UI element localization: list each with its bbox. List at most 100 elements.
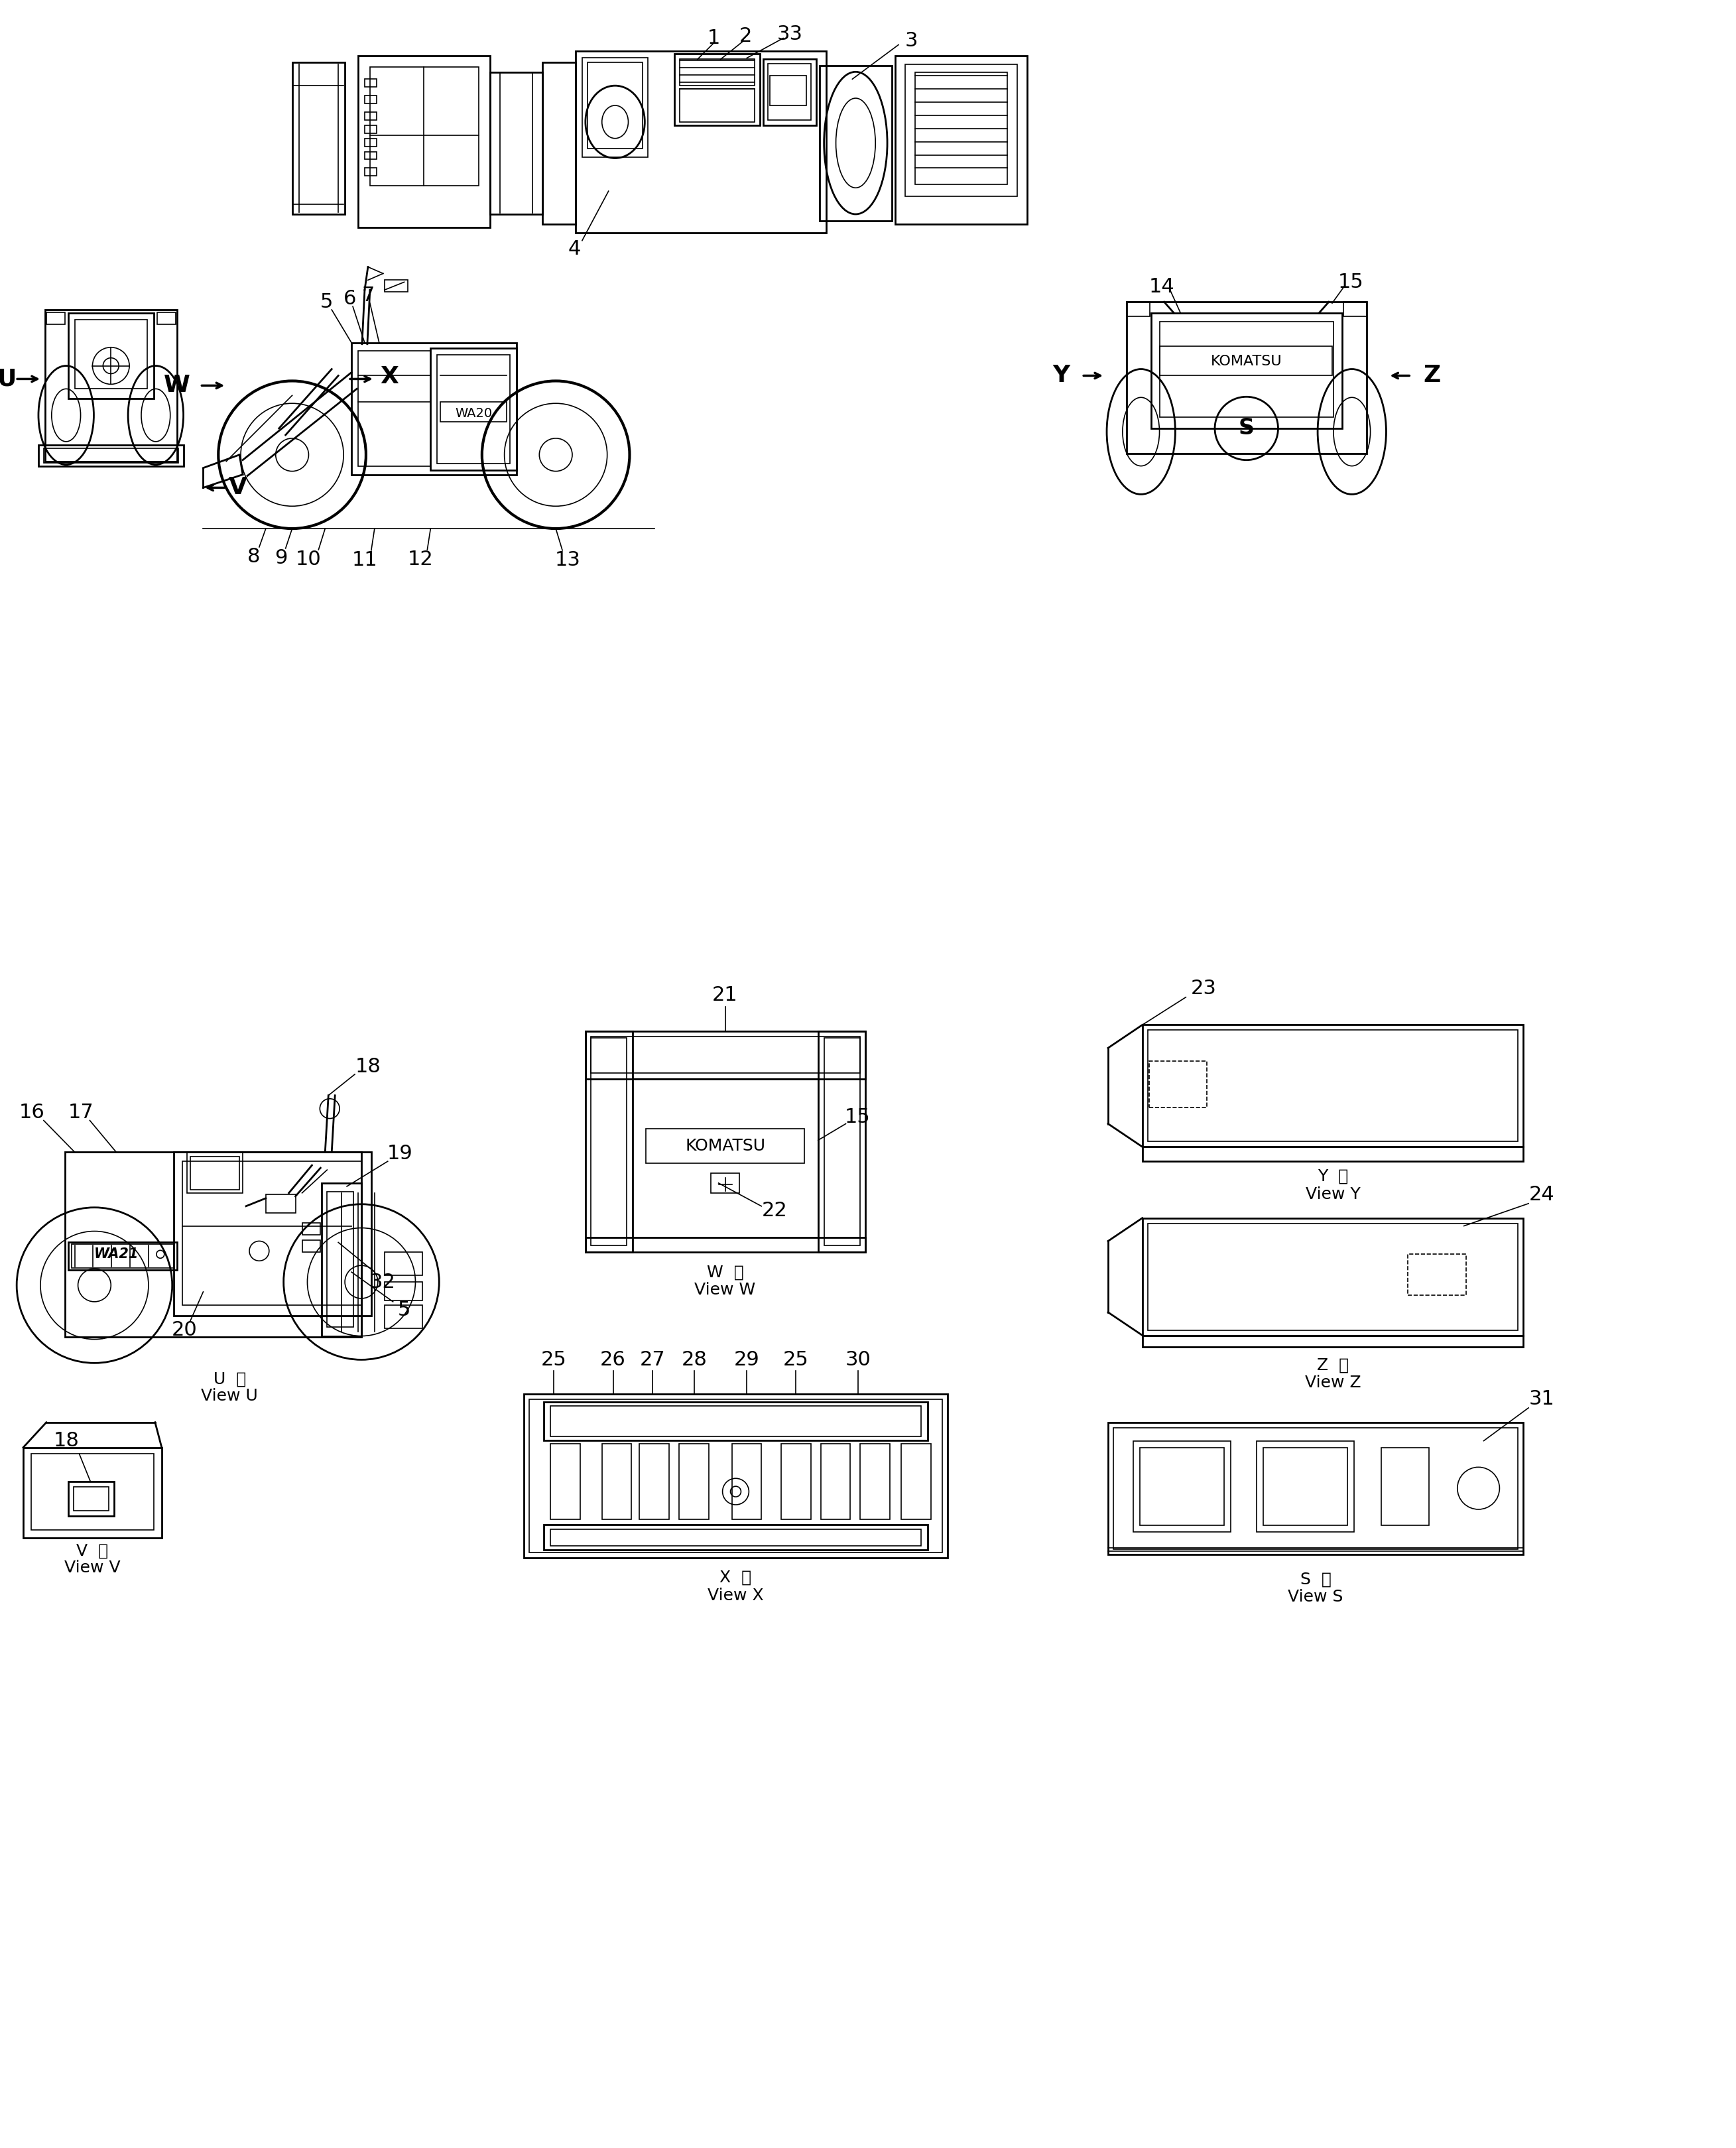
Bar	[73, 1486, 109, 1510]
Bar	[23, 1448, 161, 1538]
Bar	[550, 1529, 920, 1547]
Text: W: W	[163, 374, 189, 397]
Bar	[550, 1443, 580, 1519]
Bar	[1147, 1031, 1517, 1141]
Bar	[585, 1031, 634, 1252]
Text: 19: 19	[387, 1143, 413, 1162]
Bar	[68, 1482, 115, 1516]
Text: 5: 5	[319, 292, 333, 311]
Text: W  視: W 視	[707, 1265, 743, 1280]
Text: Z: Z	[1424, 365, 1441, 387]
Bar	[45, 309, 177, 462]
Text: View U: View U	[201, 1388, 259, 1405]
Text: View Z: View Z	[1305, 1375, 1361, 1390]
Text: 3: 3	[904, 32, 918, 49]
Bar	[1344, 303, 1366, 316]
Text: KOMATSU: KOMATSU	[686, 1138, 766, 1153]
Text: 23: 23	[1191, 979, 1217, 999]
Bar	[351, 344, 516, 475]
Bar	[733, 1443, 762, 1519]
Bar	[1408, 1254, 1465, 1295]
Bar	[1147, 1224, 1517, 1330]
Text: 10: 10	[295, 550, 321, 569]
Text: 25: 25	[783, 1351, 809, 1368]
Bar	[38, 445, 184, 466]
Bar	[64, 1151, 361, 1336]
Text: U: U	[0, 367, 17, 391]
Bar	[441, 402, 507, 421]
Bar	[365, 79, 377, 86]
Bar	[384, 1252, 422, 1276]
Bar	[1160, 322, 1333, 417]
Bar	[187, 1151, 243, 1192]
Bar	[68, 314, 155, 400]
Bar	[384, 279, 408, 292]
Text: 18: 18	[54, 1431, 80, 1450]
Bar	[585, 1031, 866, 1078]
Bar	[71, 1244, 174, 1267]
Bar	[43, 449, 179, 462]
Bar	[582, 58, 648, 157]
Bar	[861, 1443, 891, 1519]
Bar	[326, 1192, 354, 1327]
Bar	[365, 95, 377, 103]
Text: 24: 24	[1529, 1186, 1554, 1205]
Text: 32: 32	[370, 1272, 396, 1291]
Bar	[1149, 1061, 1207, 1106]
Bar	[576, 52, 826, 232]
Text: 13: 13	[556, 550, 580, 569]
Bar	[1160, 346, 1332, 376]
Text: 27: 27	[641, 1351, 665, 1368]
Text: 4: 4	[568, 241, 580, 258]
Text: 20: 20	[172, 1321, 198, 1340]
Bar	[901, 1443, 930, 1519]
Bar	[590, 1037, 627, 1246]
Bar	[1151, 314, 1342, 427]
Text: S  視: S 視	[1300, 1570, 1332, 1587]
Bar	[529, 1398, 943, 1553]
Bar	[1142, 1147, 1522, 1162]
Text: View V: View V	[64, 1559, 120, 1577]
Bar	[365, 168, 377, 176]
Text: View S: View S	[1288, 1590, 1344, 1605]
Bar	[302, 1239, 321, 1252]
Bar	[585, 1237, 866, 1252]
Bar	[1257, 1441, 1354, 1532]
Bar	[302, 1222, 321, 1235]
Text: 17: 17	[68, 1102, 94, 1121]
Text: 18: 18	[356, 1057, 380, 1076]
Bar	[674, 54, 760, 125]
Bar	[365, 137, 377, 146]
Text: 29: 29	[734, 1351, 760, 1368]
Bar	[31, 1454, 155, 1529]
Bar	[182, 1162, 361, 1306]
Text: 11: 11	[352, 550, 377, 569]
Bar	[1382, 1448, 1429, 1525]
Bar	[819, 67, 892, 221]
Text: X: X	[380, 365, 399, 389]
Text: View X: View X	[708, 1587, 764, 1605]
Bar	[1113, 1428, 1517, 1549]
Text: WA21: WA21	[94, 1248, 139, 1261]
Bar	[767, 64, 811, 120]
Text: 8: 8	[248, 548, 260, 567]
Bar	[365, 112, 377, 120]
Text: 15: 15	[1338, 273, 1363, 292]
Bar	[771, 75, 806, 105]
Bar	[590, 1037, 861, 1074]
Bar	[524, 1394, 948, 1557]
Bar	[904, 64, 1017, 195]
Bar	[189, 1158, 240, 1190]
Bar	[174, 1151, 372, 1315]
Text: 12: 12	[408, 550, 434, 569]
Bar	[639, 1443, 668, 1519]
Bar	[896, 56, 1028, 223]
Bar	[1142, 1336, 1522, 1347]
Text: 14: 14	[1149, 277, 1175, 296]
Text: View Y: View Y	[1305, 1186, 1361, 1203]
Bar	[587, 62, 642, 148]
Text: 1: 1	[708, 28, 720, 47]
Text: Y: Y	[1052, 365, 1069, 387]
Bar	[679, 1443, 708, 1519]
Text: Z  視: Z 視	[1318, 1358, 1349, 1373]
